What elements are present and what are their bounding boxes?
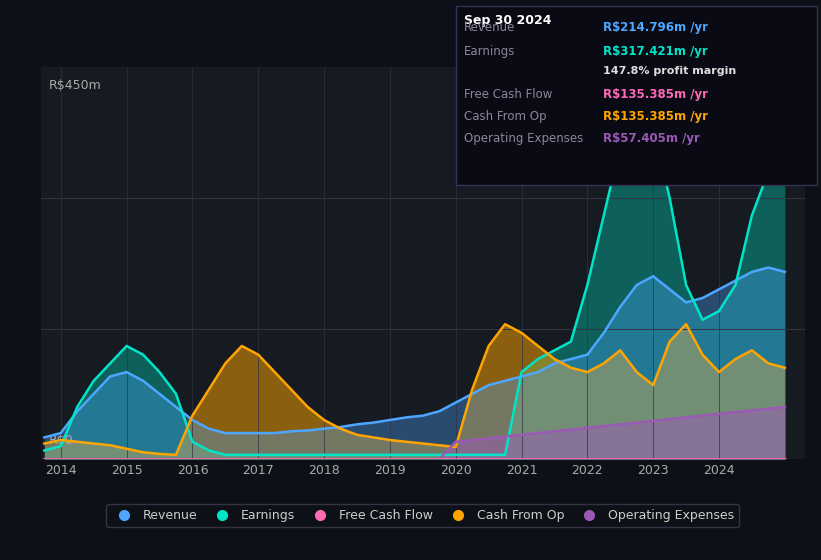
Text: Free Cash Flow: Free Cash Flow: [464, 87, 553, 101]
Text: R$0: R$0: [48, 435, 73, 447]
Text: R$317.421m /yr: R$317.421m /yr: [603, 45, 709, 58]
Legend: Revenue, Earnings, Free Cash Flow, Cash From Op, Operating Expenses: Revenue, Earnings, Free Cash Flow, Cash …: [107, 505, 739, 528]
Text: Operating Expenses: Operating Expenses: [464, 132, 583, 144]
Text: Sep 30 2024: Sep 30 2024: [464, 14, 552, 27]
Text: R$135.385m /yr: R$135.385m /yr: [603, 87, 709, 101]
Text: R$214.796m /yr: R$214.796m /yr: [603, 21, 709, 34]
Text: Revenue: Revenue: [464, 21, 516, 34]
Text: Cash From Op: Cash From Op: [464, 110, 546, 123]
Text: R$450m: R$450m: [48, 79, 102, 92]
Text: R$135.385m /yr: R$135.385m /yr: [603, 110, 709, 123]
Text: R$57.405m /yr: R$57.405m /yr: [603, 132, 700, 144]
Text: 147.8% profit margin: 147.8% profit margin: [603, 66, 736, 76]
Text: Earnings: Earnings: [464, 45, 516, 58]
